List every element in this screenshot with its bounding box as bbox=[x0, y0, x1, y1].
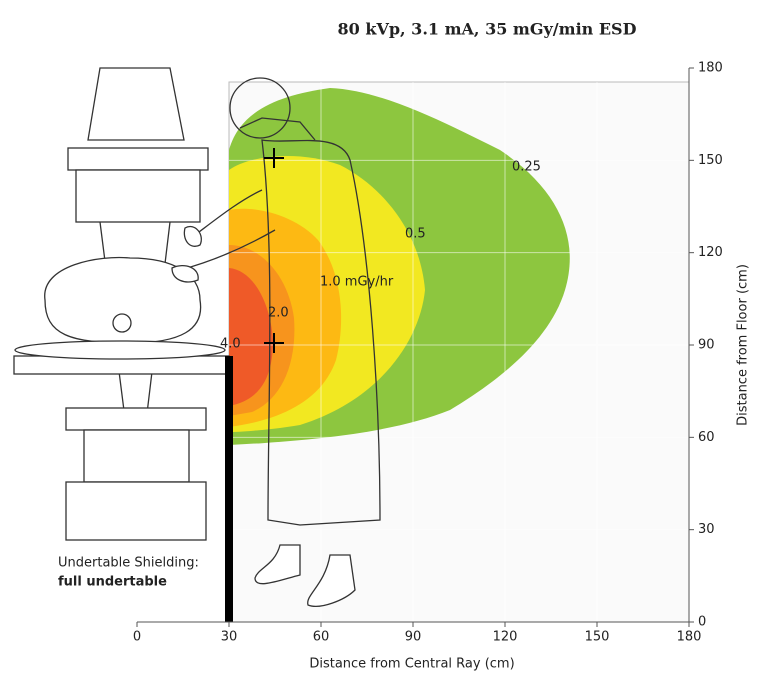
x-tick-label: 180 bbox=[677, 630, 702, 645]
x-axis-label: Distance from Central Ray (cm) bbox=[309, 657, 514, 672]
contour-label: 0.25 bbox=[512, 160, 541, 175]
contour-label: 2.0 bbox=[268, 306, 289, 321]
y-axis-label: Distance from Floor (cm) bbox=[736, 264, 751, 426]
contour-label: 0.5 bbox=[405, 227, 426, 242]
equipment-drawing bbox=[13, 67, 233, 622]
x-tick-label: 30 bbox=[221, 630, 238, 645]
contour-region bbox=[229, 268, 273, 406]
x-tick-label: 120 bbox=[493, 630, 518, 645]
contour-label: 4.0 bbox=[220, 337, 241, 352]
x-tick-label: 150 bbox=[585, 630, 610, 645]
y-tick-label: 0 bbox=[698, 615, 706, 630]
y-tick-label: 90 bbox=[698, 338, 715, 353]
shielding-value: full undertable bbox=[58, 575, 167, 590]
contour-labels: 0.25 0.5 1.0 mGy/hr 2.0 4.0 bbox=[220, 160, 541, 352]
y-tick-label: 150 bbox=[698, 153, 723, 168]
contour-label: 1.0 mGy/hr bbox=[320, 275, 394, 290]
y-tick-label: 180 bbox=[698, 61, 723, 76]
y-tick-label: 30 bbox=[698, 522, 715, 537]
x-tick-label: 0 bbox=[133, 630, 141, 645]
x-tick-label: 90 bbox=[405, 630, 422, 645]
operator-drawing bbox=[171, 77, 381, 607]
shielding-label: Undertable Shielding: bbox=[58, 556, 199, 571]
y-tick-label: 60 bbox=[698, 430, 715, 445]
x-tick-label: 60 bbox=[313, 630, 330, 645]
y-tick-label: 120 bbox=[698, 245, 723, 260]
contours bbox=[229, 88, 570, 445]
chart-title: 80 kVp, 3.1 mA, 35 mGy/min ESD bbox=[338, 20, 637, 39]
